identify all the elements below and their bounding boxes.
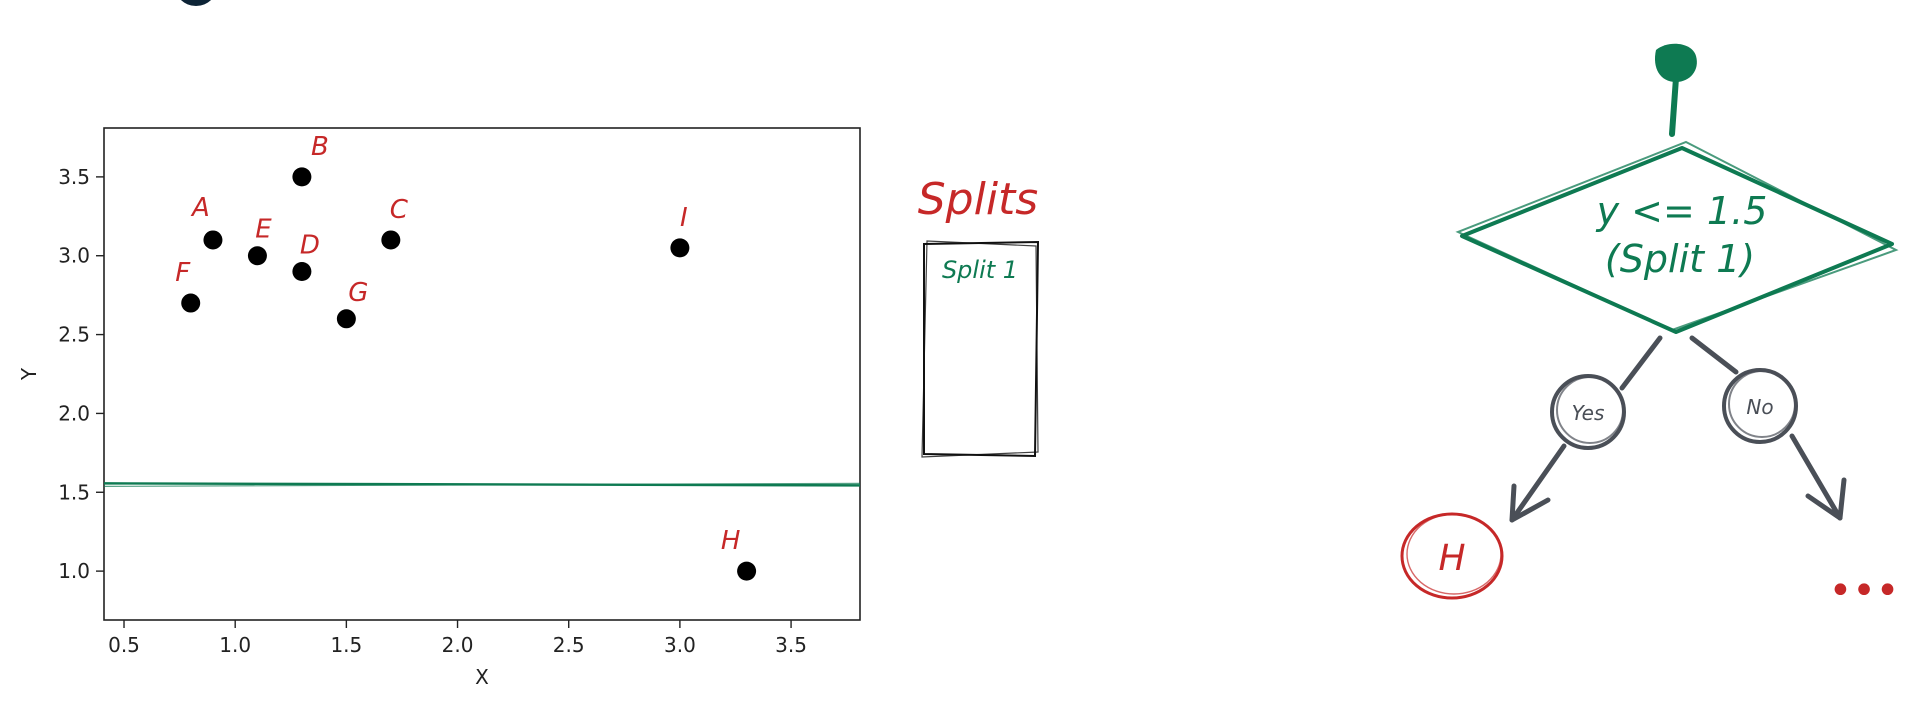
data-point-d (292, 262, 312, 281)
y-tick-label: 1.0 (58, 559, 90, 583)
split-line-sketch (103, 482, 861, 487)
x-tick-label: 3.0 (664, 633, 696, 657)
no-node-circle (1722, 368, 1798, 444)
y-tick-label: 2.0 (58, 401, 90, 425)
no-label: No (1746, 395, 1773, 419)
no-node-circle-sketch (1728, 370, 1796, 438)
leaf-h-circle-sketch (1406, 513, 1502, 595)
x-tick-label: 1.0 (219, 633, 251, 657)
point-label-c: C (390, 195, 409, 225)
data-point-h (737, 561, 757, 581)
y-tick-label: 2.5 (58, 323, 90, 347)
point-label-i: I (680, 203, 688, 233)
no-arrow-head-icon (1805, 477, 1847, 521)
leaf-h-label: H (1438, 538, 1465, 579)
data-point-c (381, 230, 401, 250)
point-label-g: G (348, 278, 368, 308)
y-tick-label: 3.0 (58, 244, 90, 268)
y-tick-label: 1.5 (58, 480, 90, 504)
data-point-i (670, 238, 690, 258)
splits-panel: Splits Split 1 (918, 174, 1040, 458)
point-label-a: A (190, 193, 210, 223)
x-tick-label: 1.5 (330, 633, 362, 657)
splits-box-sketch (921, 240, 1039, 458)
y-axis-ticks: 1.0 1.5 2.0 2.5 3.0 3.5 (58, 165, 104, 583)
x-tick-label: 2.0 (442, 633, 474, 657)
point-label-h: H (721, 526, 741, 556)
x-tick-label: 2.5 (553, 633, 585, 657)
decision-tree: y <= 1.5 (Split 1) Yes No H •• (1400, 43, 1900, 614)
root-connector (1669, 75, 1679, 137)
yes-label: Yes (1572, 401, 1605, 425)
data-point-a (203, 230, 223, 250)
y-axis-label: Y (17, 367, 41, 381)
dark-circle-icon (180, 0, 212, 6)
point-label-f: F (175, 258, 191, 288)
condition-subtext: (Split 1) (1605, 237, 1755, 281)
x-axis-ticks: 0.5 1.0 1.5 2.0 2.5 3.0 3.5 (108, 620, 807, 657)
condition-text: y <= 1.5 (1596, 189, 1768, 233)
data-point-f (181, 293, 201, 313)
y-tick-label: 3.5 (58, 165, 90, 189)
point-label-b: B (311, 132, 329, 162)
yes-arrow-head-icon (1509, 483, 1551, 523)
x-tick-label: 3.5 (775, 633, 807, 657)
x-tick-label: 0.5 (108, 633, 140, 657)
scatter-plot: 0.5 1.0 1.5 2.0 2.5 3.0 3.5 1.0 1.5 2.0 2.5 3.0 3.5… (17, 127, 861, 689)
data-point-g (336, 309, 356, 329)
data-point-e (247, 246, 267, 266)
yes-branch-connector (1619, 335, 1663, 391)
root-node-icon (1654, 43, 1697, 82)
yes-arrow-shaft (1509, 443, 1567, 523)
data-point-b (292, 167, 312, 187)
plot-frame (103, 127, 861, 621)
no-arrow-shaft (1789, 433, 1843, 521)
yes-node-circle-sketch (1556, 376, 1624, 444)
point-label-e: E (255, 215, 272, 245)
point-label-d: D (300, 231, 320, 261)
x-axis-label: X (475, 665, 489, 689)
splits-title: Splits (918, 174, 1038, 225)
no-branch-connector (1689, 335, 1739, 375)
yes-node-circle (1550, 374, 1626, 450)
data-points: A B C DE F G H I (175, 132, 757, 581)
ellipsis-text: ••• (1829, 568, 1900, 614)
condition-diamond-sketch (1455, 140, 1899, 332)
split-item-1: Split 1 (942, 256, 1018, 284)
